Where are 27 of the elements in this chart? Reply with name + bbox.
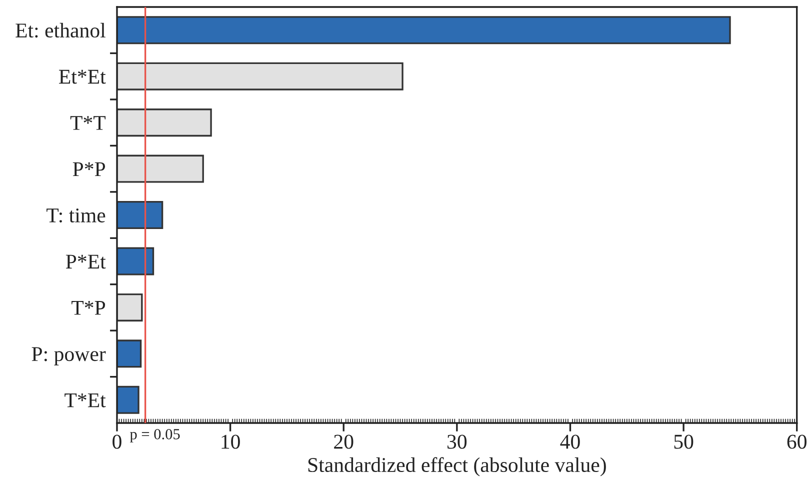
x-tick-label: 10 [222, 434, 240, 449]
x-tick-label: 20 [334, 434, 354, 449]
x-tick-label: 0 [112, 434, 122, 449]
text: p = 0.05 [130, 429, 180, 442]
bar [116, 154, 204, 183]
y-tick-label: P: power [32, 347, 106, 366]
x-tick-label: 60 [787, 434, 806, 449]
bar [116, 201, 164, 230]
y-tick-label: P*P [72, 162, 106, 176]
bar [116, 340, 142, 368]
y-tick-label: P*Et [66, 254, 106, 269]
y-tick-label: T*T [70, 116, 106, 130]
x-axis-title: Standardized effect (absolute value) [308, 457, 606, 476]
x-tick-label: 30 [448, 434, 467, 449]
bar [116, 62, 404, 90]
y-tick-label: T*Et [64, 393, 106, 408]
y-tick-label: Et*Et [59, 70, 106, 84]
bar [116, 386, 140, 414]
y-tick-label: T: time [46, 208, 106, 223]
bar [116, 16, 731, 44]
bar [116, 293, 143, 322]
bar [116, 108, 212, 137]
x-tick-label: 40 [560, 434, 580, 449]
y-tick-label: Et: ethanol [16, 22, 106, 38]
bar [116, 247, 154, 276]
x-tick-label: 50 [674, 434, 694, 449]
y-tick-label: T*P [72, 301, 106, 315]
